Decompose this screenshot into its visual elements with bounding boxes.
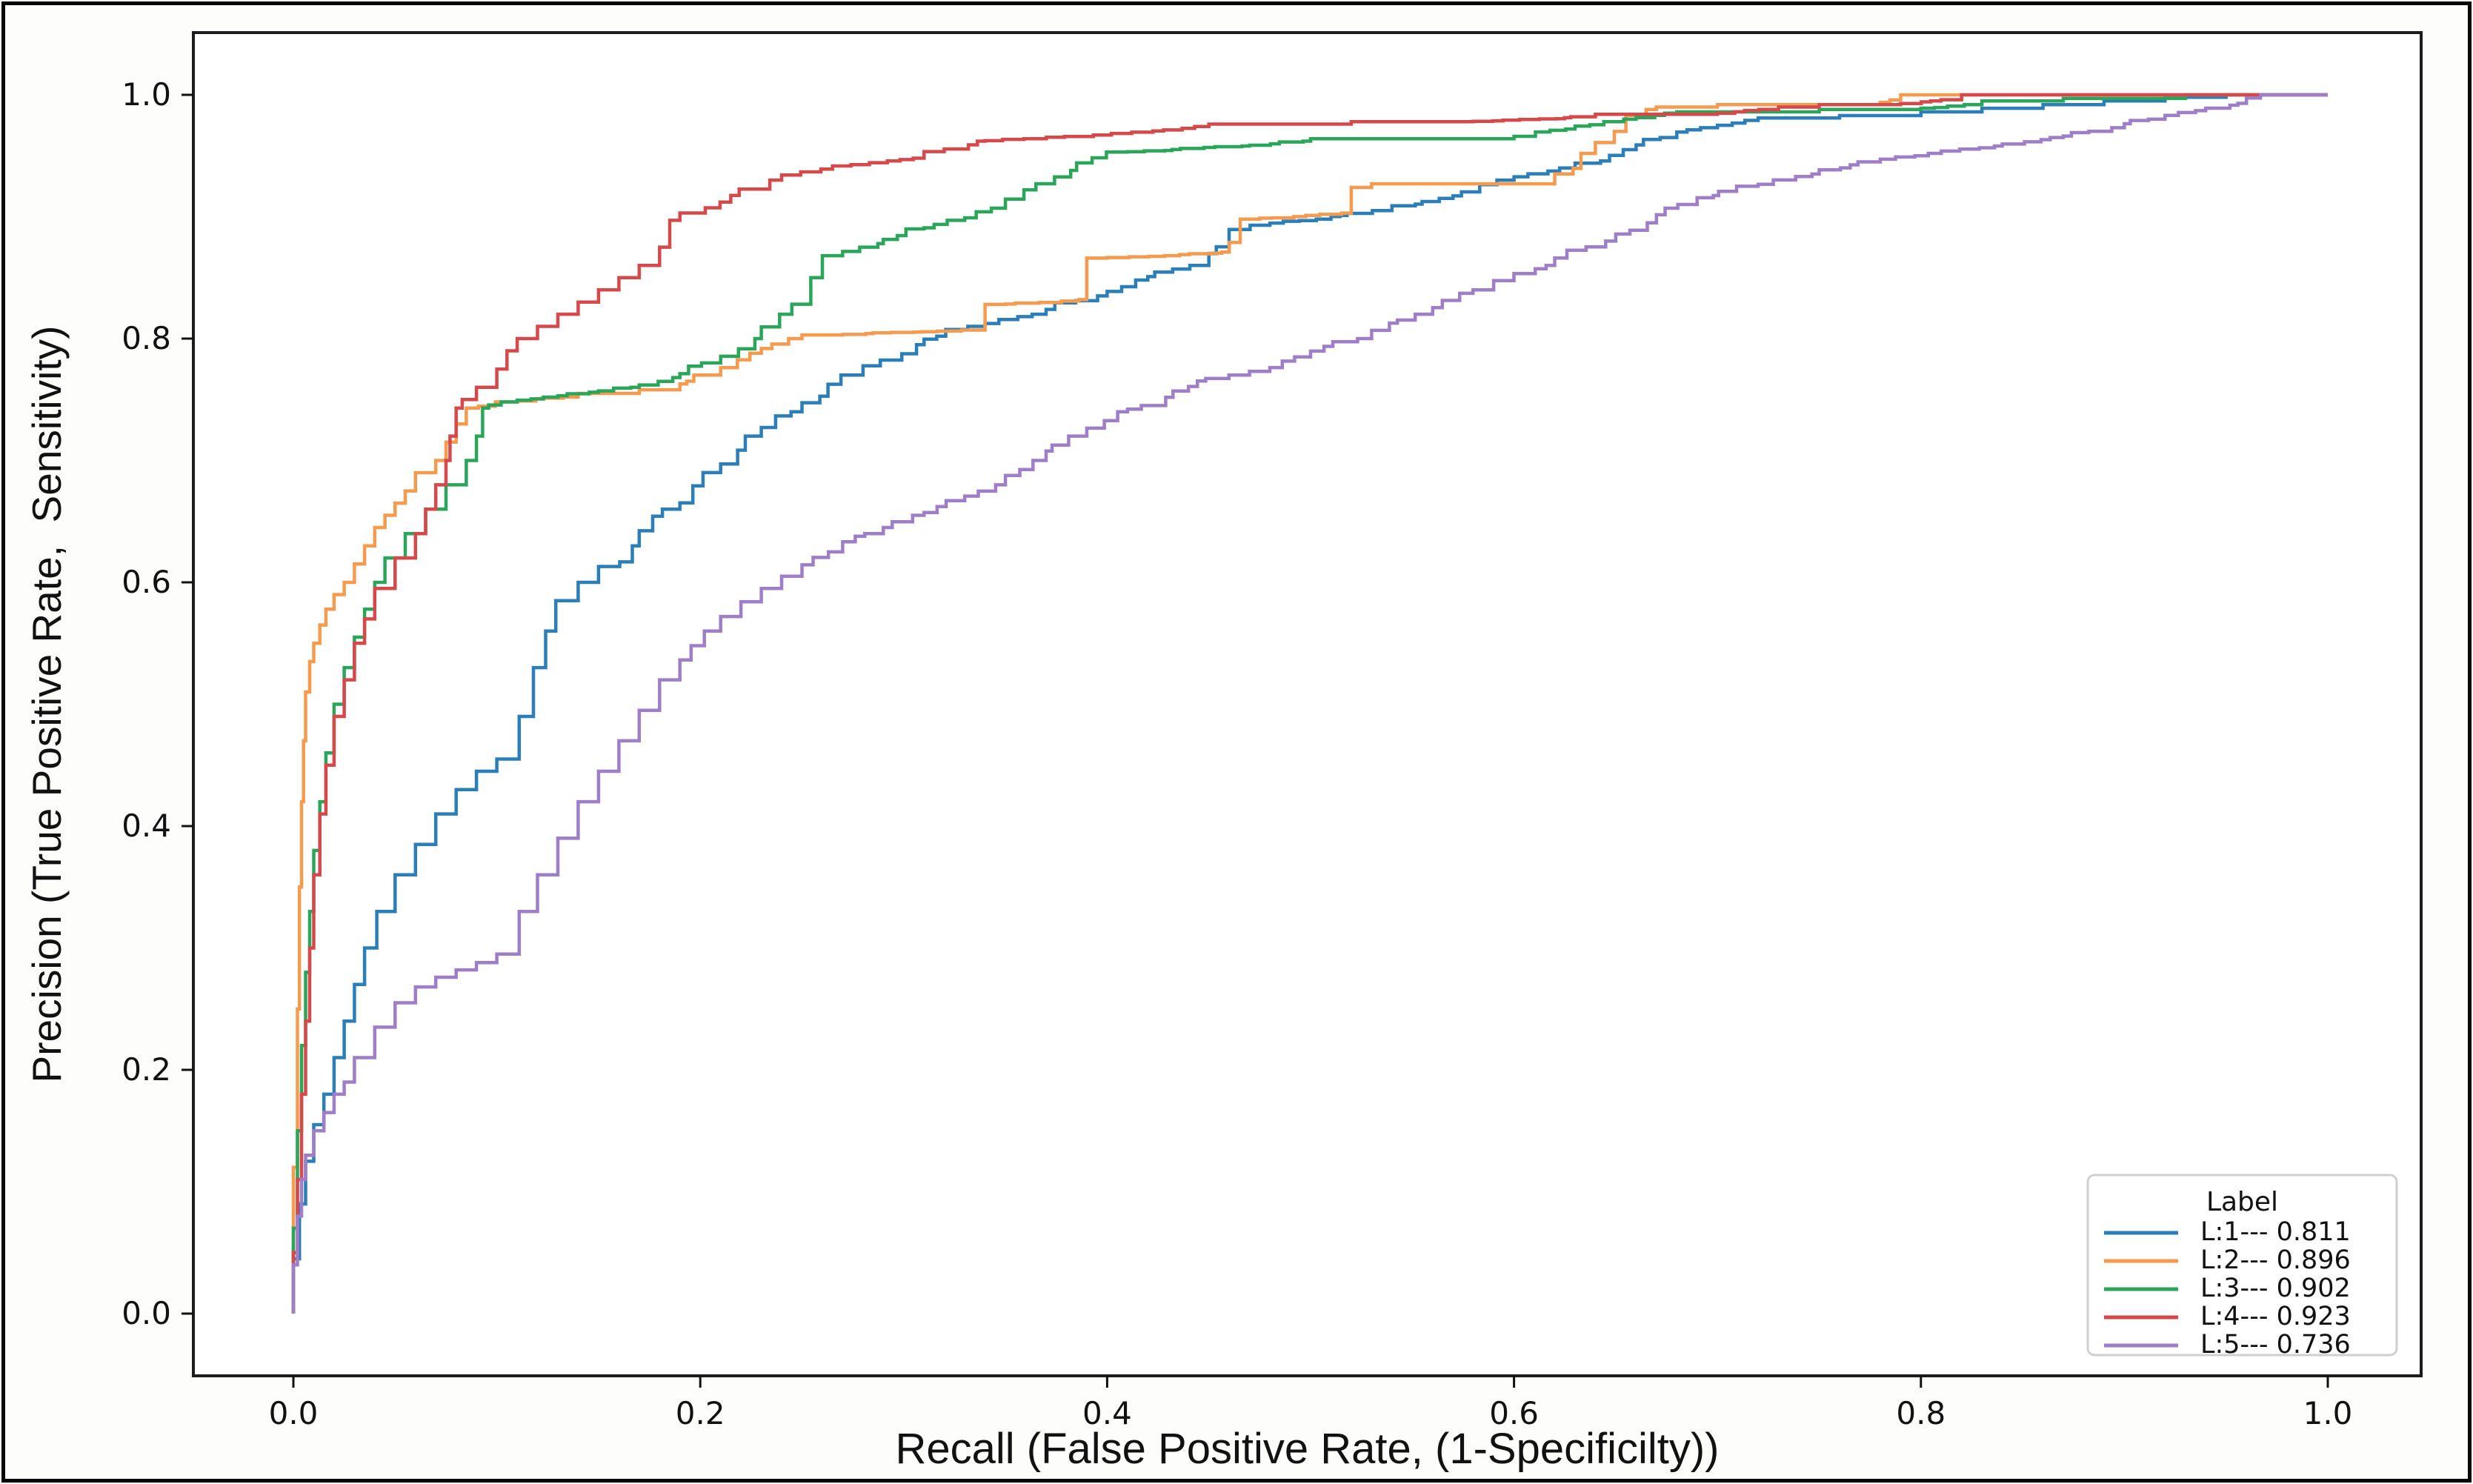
x-tick-label: 0.8 — [1896, 1395, 1946, 1431]
y-tick-label: 0.4 — [122, 808, 171, 844]
x-tick-label: 0.0 — [269, 1395, 319, 1431]
legend-entry-L3: L:3--- 0.902 — [2200, 1274, 2351, 1303]
x-tick-label: 1.0 — [2303, 1395, 2353, 1431]
y-tick-label: 0.8 — [122, 320, 171, 356]
plot-area — [193, 33, 2421, 1376]
legend-entry-L5: L:5--- 0.736 — [2200, 1330, 2351, 1360]
legend-box — [2086, 1174, 2398, 1357]
y-tick-label: 0.0 — [122, 1295, 171, 1331]
legend-title: Label — [2206, 1187, 2278, 1217]
axes: 0.0 0.2 0.4 0.6 0.8 1.0 0.0 0.2 0.4 0.6 0.8 1.0 Reca… — [24, 31, 2423, 1473]
roc-curve-L5 — [291, 93, 2328, 1314]
plot-spines — [192, 31, 2423, 1377]
x-axis-label: Recall (False Positive Rate, (1-Specific… — [896, 1425, 1720, 1473]
y-tick-label: 1.0 — [122, 76, 171, 113]
y-axis-label: Precision (True Positive Rate, Sensitivi… — [24, 326, 70, 1083]
y-tick-label: 0.2 — [122, 1051, 171, 1088]
roc-curve-L3 — [291, 93, 2328, 1314]
x-tick-label: 0.4 — [1082, 1395, 1132, 1431]
plot-background — [193, 33, 2421, 1376]
legend-entry-L1: L:1--- 0.811 — [2200, 1217, 2351, 1247]
roc-curves — [291, 93, 2328, 1314]
x-tick-label: 0.6 — [1489, 1395, 1539, 1431]
y-tick-label: 0.6 — [122, 564, 171, 600]
roc-curve-L2 — [291, 93, 2328, 1314]
x-tick-label: 0.2 — [676, 1395, 725, 1431]
roc-curve-L4 — [291, 93, 2328, 1314]
legend-entry-L2: L:2--- 0.896 — [2200, 1245, 2351, 1275]
legend-entry-L4: L:4--- 0.923 — [2200, 1302, 2351, 1331]
